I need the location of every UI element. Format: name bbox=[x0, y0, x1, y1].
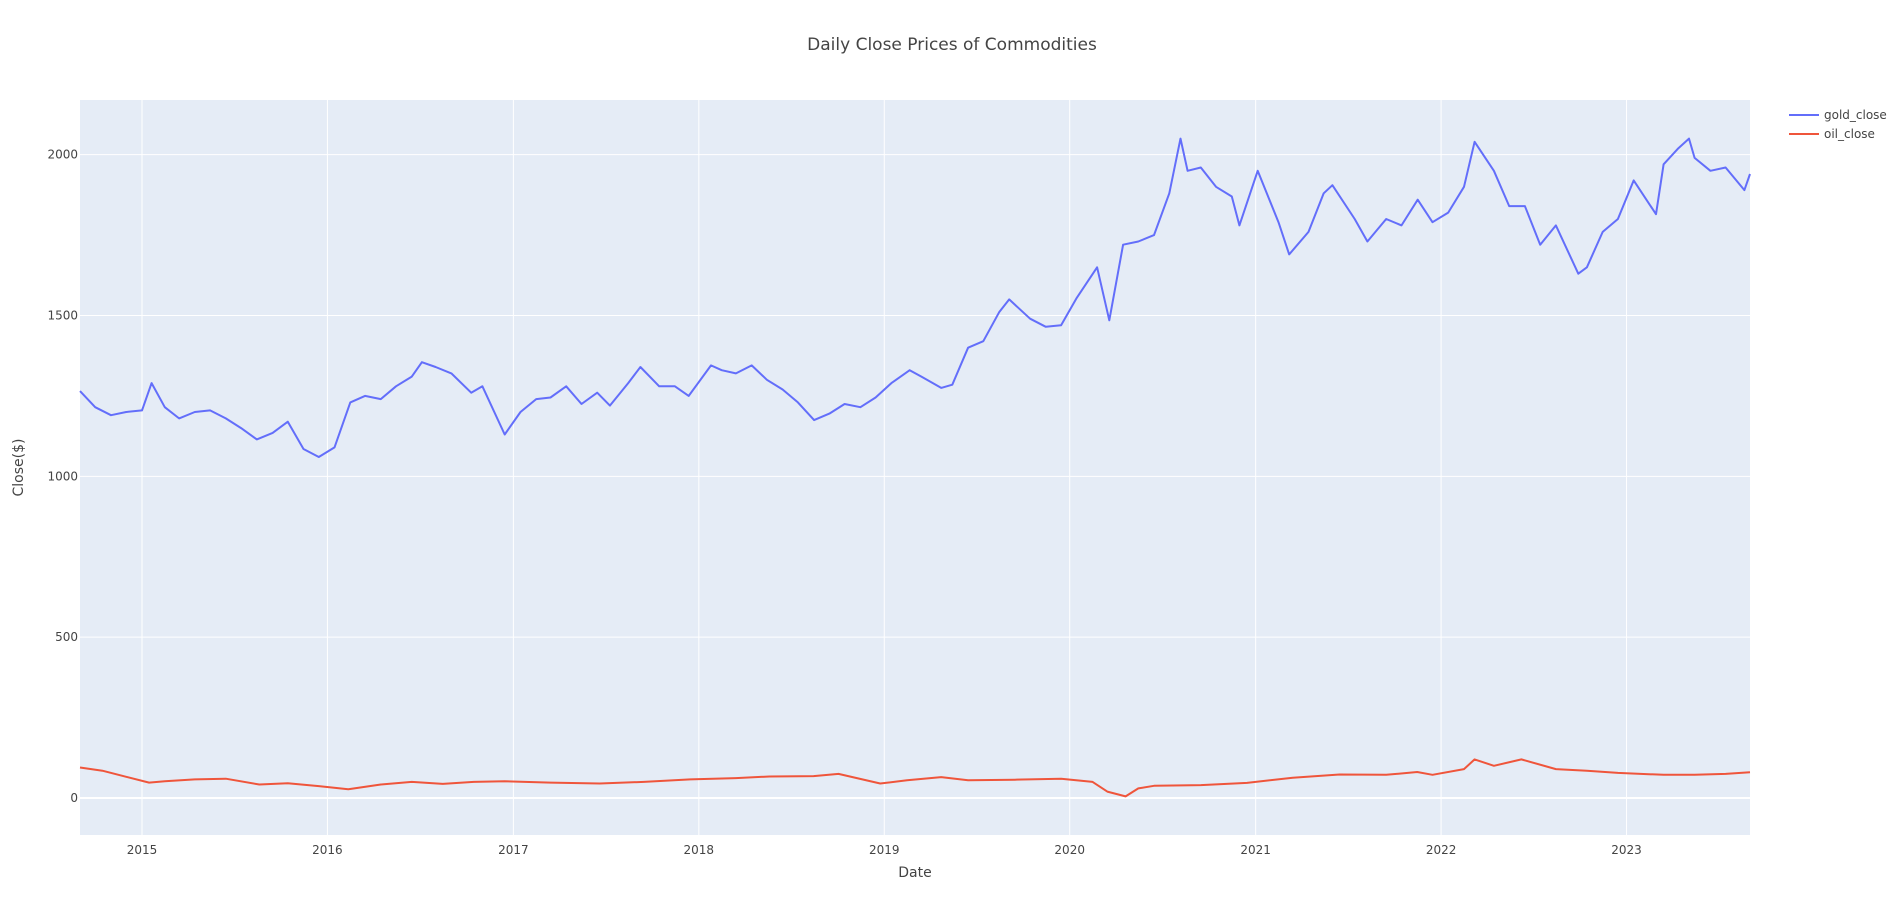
x-tick-label: 2017 bbox=[498, 843, 529, 857]
x-tick-label: 2023 bbox=[1611, 843, 1642, 857]
y-tick-label: 1000 bbox=[47, 469, 78, 483]
y-tick-label: 1500 bbox=[47, 309, 78, 323]
x-tick-label: 2016 bbox=[312, 843, 343, 857]
x-tick-label: 2015 bbox=[127, 843, 158, 857]
x-tick-label: 2022 bbox=[1426, 843, 1457, 857]
legend[interactable]: gold_close oil_close bbox=[1789, 108, 1887, 141]
series-line-gold-close[interactable] bbox=[79, 137, 1751, 458]
x-tick-label: 2021 bbox=[1240, 843, 1271, 857]
x-axis-title: Date bbox=[898, 865, 931, 881]
legend-item-gold-close[interactable]: gold_close bbox=[1789, 108, 1887, 122]
legend-label: oil_close bbox=[1824, 127, 1875, 141]
x-tick-label: 2020 bbox=[1054, 843, 1085, 857]
y-axis-title: Close($) bbox=[11, 439, 27, 497]
y-tick-labels: 0 500 1000 1500 2000 bbox=[47, 148, 78, 805]
y-tick-label: 0 bbox=[70, 791, 78, 805]
legend-label: gold_close bbox=[1824, 108, 1887, 122]
x-tick-label: 2018 bbox=[684, 843, 715, 857]
legend-item-oil-close[interactable]: oil_close bbox=[1789, 127, 1875, 141]
y-gridlines bbox=[80, 154, 1750, 800]
x-tick-label: 2019 bbox=[869, 843, 900, 857]
y-tick-label: 2000 bbox=[47, 148, 78, 162]
x-gridlines bbox=[141, 100, 1628, 835]
series-line-oil-close[interactable] bbox=[79, 758, 1751, 798]
chart-title: Daily Close Prices of Commodities bbox=[807, 35, 1097, 55]
plot-area bbox=[80, 100, 1750, 835]
y-tick-label: 500 bbox=[55, 630, 78, 644]
x-tick-labels: 2015 2016 2017 2018 2019 2020 2021 2022 2023 bbox=[127, 843, 1642, 857]
series-lines bbox=[79, 137, 1751, 798]
